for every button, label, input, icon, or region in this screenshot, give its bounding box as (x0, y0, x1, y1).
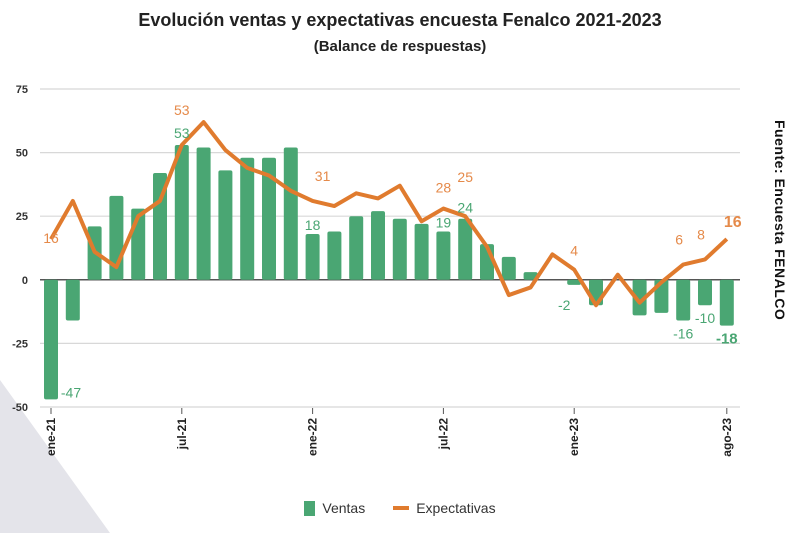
y-tick-label: -25 (12, 338, 28, 350)
bar-ventas (349, 216, 364, 280)
bar-ventas (436, 231, 451, 280)
bar-ventas (567, 279, 582, 285)
data-label-ventas: -16 (673, 326, 693, 342)
data-label-expectativas: 8 (697, 226, 705, 242)
source-note: Fuente: Encuesta FENALCO (772, 120, 788, 321)
data-label-expectativas: 25 (457, 169, 473, 185)
legend-item-ventas: Ventas (304, 500, 365, 516)
y-tick-label: -50 (12, 402, 28, 414)
bar-ventas (523, 272, 538, 280)
y-tick-label: 0 (22, 275, 28, 287)
y-tick-label: 75 (16, 84, 28, 96)
data-label-ventas: 19 (436, 214, 452, 230)
data-label-expectativas: 6 (675, 232, 683, 248)
bar-ventas (196, 147, 211, 280)
data-label-ventas: -18 (716, 331, 738, 348)
bar-ventas (218, 170, 233, 280)
bar-ventas (719, 279, 734, 326)
bar-ventas (44, 279, 58, 400)
x-tick-label: jul-22 (436, 418, 450, 451)
bar-ventas (327, 231, 342, 280)
bar-ventas (458, 218, 473, 280)
data-label-expectativas: 16 (43, 230, 59, 246)
y-tick-label: 25 (16, 211, 28, 223)
legend-swatch-bar (304, 500, 316, 516)
data-label-ventas: -2 (558, 297, 571, 313)
legend-label: Expectativas (416, 500, 496, 516)
bar-ventas (153, 172, 167, 280)
bar-ventas (305, 234, 320, 280)
data-label-expectativas: 16 (724, 214, 742, 231)
chart-title: Evolución ventas y expectativas encuesta… (138, 10, 662, 30)
bar-ventas (698, 279, 712, 306)
x-tick-label: ene-22 (306, 418, 320, 456)
x-tick-label: jul-21 (175, 418, 189, 451)
data-label-expectativas: 28 (436, 180, 452, 196)
legend-swatch-line (393, 506, 410, 510)
chart-subtitle: (Balance de respuestas) (313, 38, 487, 55)
bar-ventas (174, 144, 189, 280)
line-expectativas (49, 120, 729, 308)
x-tick-label: ene-21 (44, 418, 58, 456)
bar-ventas (283, 147, 298, 280)
bar-ventas (262, 157, 276, 280)
legend-label: Ventas (322, 500, 366, 516)
x-tick-label: ene-23 (567, 418, 581, 456)
data-label-expectativas: 53 (174, 102, 190, 118)
data-label-ventas: -47 (61, 384, 81, 400)
data-label-ventas: 18 (305, 217, 321, 233)
data-label-expectativas: 31 (315, 168, 331, 184)
bar-ventas (632, 279, 647, 316)
bar-ventas (240, 157, 255, 280)
bar-ventas (501, 256, 516, 280)
data-label-expectativas: 4 (570, 243, 578, 259)
x-tick-label: ago-23 (720, 418, 734, 457)
bar-ventas (65, 279, 80, 321)
bar-ventas (371, 211, 385, 280)
data-label-ventas: 24 (457, 200, 473, 216)
data-label-ventas: -10 (695, 310, 715, 326)
data-label-ventas: 53 (174, 125, 190, 141)
bar-ventas (392, 218, 407, 280)
legend-item-expectativas: Expectativas (393, 500, 496, 516)
legend: Ventas Expectativas (0, 500, 800, 516)
y-tick-label: 50 (16, 148, 28, 160)
bar-ventas (676, 279, 691, 321)
bar-ventas (414, 223, 429, 280)
